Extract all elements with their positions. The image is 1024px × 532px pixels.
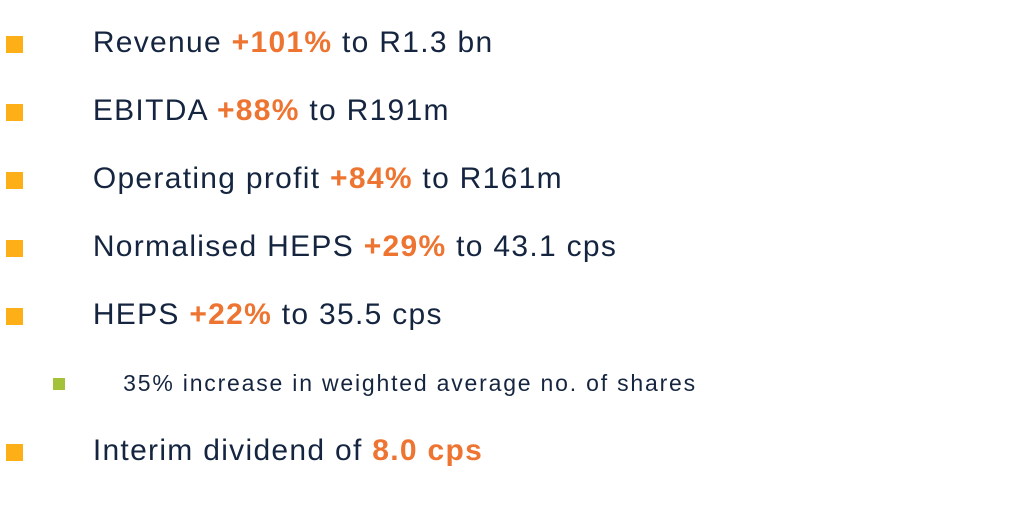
bullet-text: Interim dividend of 8.0 cps	[35, 400, 483, 502]
bullet-item-ebitda: EBITDA +88% to R191m	[6, 77, 1024, 145]
bullet-square-icon	[6, 35, 23, 53]
highlight-segment: +84%	[330, 162, 413, 195]
bullet-text: Operating profit +84% to R161m	[35, 128, 563, 230]
bullet-item-revenue: Revenue +101% to R1.3 bn	[6, 9, 1024, 77]
text-segment: EBITDA	[92, 94, 217, 127]
bullet-square-icon	[6, 239, 23, 257]
bullet-item-operating-profit: Operating profit +84% to R161m	[6, 145, 1024, 213]
bullet-text: Normalised HEPS +29% to 43.1 cps	[35, 196, 617, 298]
sub-bullet-text: 35% increase in weighted average no. of …	[74, 343, 697, 424]
sub-bullet-item-shares: 35% increase in weighted average no. of …	[6, 349, 1024, 417]
highlight-segment: +22%	[189, 298, 273, 331]
bullet-item-heps: HEPS +22% to 35.5 cps	[6, 281, 1024, 349]
bullet-text: HEPS +22% to 35.5 cps	[35, 264, 443, 366]
text-segment: to R191m	[299, 94, 450, 127]
highlight-segment: +88%	[216, 94, 300, 127]
highlight-segment: 8.0 cps	[372, 434, 484, 467]
text-segment: to R1.3 bn	[332, 26, 494, 59]
text-segment: HEPS	[92, 298, 190, 331]
sub-bullet-square-icon	[53, 378, 65, 390]
text-segment: Normalised HEPS	[92, 230, 364, 263]
text-segment: Interim dividend of	[92, 434, 373, 467]
text-segment: to R161m	[412, 162, 563, 195]
bullet-text: Revenue +101% to R1.3 bn	[35, 0, 493, 94]
text-segment: to 35.5 cps	[272, 298, 443, 331]
bullet-item-interim-dividend: Interim dividend of 8.0 cps	[6, 417, 1024, 485]
bullet-item-normalised-heps: Normalised HEPS +29% to 43.1 cps	[6, 213, 1024, 281]
bullet-square-icon	[6, 307, 23, 325]
bullet-text: EBITDA +88% to R191m	[35, 60, 450, 162]
bullet-square-icon	[6, 443, 23, 461]
text-segment: to 43.1 cps	[446, 230, 618, 263]
text-segment: Operating profit	[92, 162, 331, 195]
bullet-square-icon	[6, 171, 23, 189]
highlight-segment: +29%	[363, 230, 447, 263]
bullet-square-icon	[6, 103, 23, 121]
text-segment: Revenue	[92, 26, 232, 59]
text-segment: 35% increase in weighted average no. of …	[123, 369, 697, 396]
highlight-segment: +101%	[231, 26, 333, 59]
